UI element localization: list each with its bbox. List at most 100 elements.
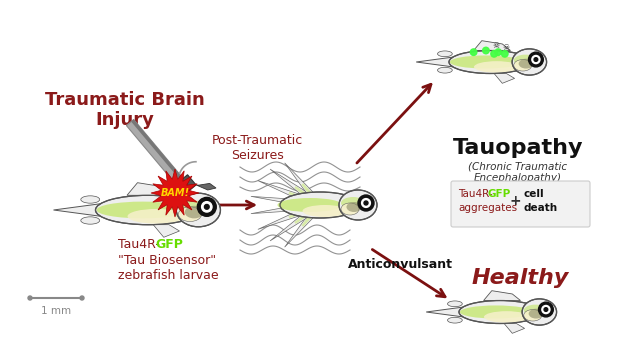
Ellipse shape [437,51,452,57]
Text: ☠: ☠ [493,41,500,50]
Text: 1 mm: 1 mm [41,306,71,316]
Circle shape [28,296,32,300]
Polygon shape [151,169,199,217]
Polygon shape [504,324,524,333]
Circle shape [491,51,497,57]
Ellipse shape [184,206,204,218]
Text: Traumatic Brain
Injury: Traumatic Brain Injury [45,91,205,130]
Text: BAM!: BAM! [160,188,189,198]
Polygon shape [251,196,320,209]
Ellipse shape [522,299,557,325]
Polygon shape [294,186,321,207]
Ellipse shape [81,217,100,224]
Circle shape [80,296,84,300]
Ellipse shape [176,193,220,227]
Text: Healthy: Healthy [471,268,569,288]
Polygon shape [258,181,321,209]
Ellipse shape [341,197,365,209]
Text: Post-Traumatic
Seizures: Post-Traumatic Seizures [212,134,302,162]
Polygon shape [126,119,189,191]
Polygon shape [289,192,321,207]
Polygon shape [270,169,322,208]
Circle shape [502,51,508,57]
Ellipse shape [81,196,100,203]
Ellipse shape [519,59,534,69]
Circle shape [204,205,209,209]
Circle shape [539,302,553,317]
Circle shape [544,308,548,312]
Text: GFP: GFP [488,189,511,199]
Ellipse shape [178,201,208,215]
Text: Tauopathy: Tauopathy [453,138,583,158]
Text: Tau4R-: Tau4R- [458,189,492,199]
Ellipse shape [447,301,462,307]
Polygon shape [258,201,321,229]
Circle shape [542,306,550,314]
Polygon shape [474,41,510,51]
Circle shape [197,198,216,216]
Circle shape [364,201,368,205]
Ellipse shape [96,195,201,225]
Ellipse shape [529,309,544,319]
Polygon shape [484,291,521,301]
Ellipse shape [512,49,547,75]
FancyBboxPatch shape [451,181,590,227]
Ellipse shape [450,56,522,69]
Polygon shape [285,200,320,207]
Circle shape [532,56,540,64]
Ellipse shape [347,202,362,212]
Text: cell: cell [523,189,544,199]
Polygon shape [426,307,463,317]
Ellipse shape [128,209,185,224]
Ellipse shape [524,305,547,316]
Ellipse shape [449,51,531,74]
Circle shape [534,58,538,61]
Text: ☠: ☠ [503,43,510,52]
Circle shape [358,195,374,211]
Ellipse shape [514,59,532,71]
Circle shape [202,202,212,212]
Circle shape [482,47,489,54]
Text: (Chronic Traumatic
Encephalopathy): (Chronic Traumatic Encephalopathy) [468,161,568,183]
Circle shape [362,199,370,207]
Polygon shape [54,204,101,216]
Polygon shape [172,175,196,198]
Polygon shape [127,183,174,195]
Ellipse shape [278,198,342,212]
Ellipse shape [96,201,189,218]
Polygon shape [301,204,322,227]
Polygon shape [294,203,321,224]
Text: "Tau Biosensor"
zebrafish larvae: "Tau Biosensor" zebrafish larvae [118,254,218,282]
Text: Anticonvulsant: Anticonvulsant [347,258,452,272]
Polygon shape [284,202,323,247]
Ellipse shape [514,55,537,66]
Polygon shape [301,183,322,206]
Polygon shape [289,203,321,218]
Circle shape [529,52,544,67]
Ellipse shape [341,203,359,215]
Polygon shape [153,225,180,237]
Circle shape [470,49,477,56]
Ellipse shape [178,207,202,222]
Ellipse shape [474,61,519,73]
Circle shape [495,49,502,56]
Polygon shape [251,201,320,214]
Text: +: + [509,194,521,208]
Ellipse shape [460,306,532,319]
Polygon shape [270,202,322,241]
Text: death: death [523,203,557,213]
Ellipse shape [524,309,542,321]
Text: Tau4R-: Tau4R- [118,238,160,251]
Ellipse shape [459,301,541,324]
Ellipse shape [484,311,529,322]
Polygon shape [284,163,323,207]
Polygon shape [494,74,515,83]
Text: GFP: GFP [155,238,183,251]
Ellipse shape [339,190,377,220]
Polygon shape [196,183,216,190]
Polygon shape [285,202,320,211]
Polygon shape [131,119,189,187]
Ellipse shape [447,317,462,323]
Ellipse shape [437,67,452,73]
Polygon shape [416,57,453,67]
